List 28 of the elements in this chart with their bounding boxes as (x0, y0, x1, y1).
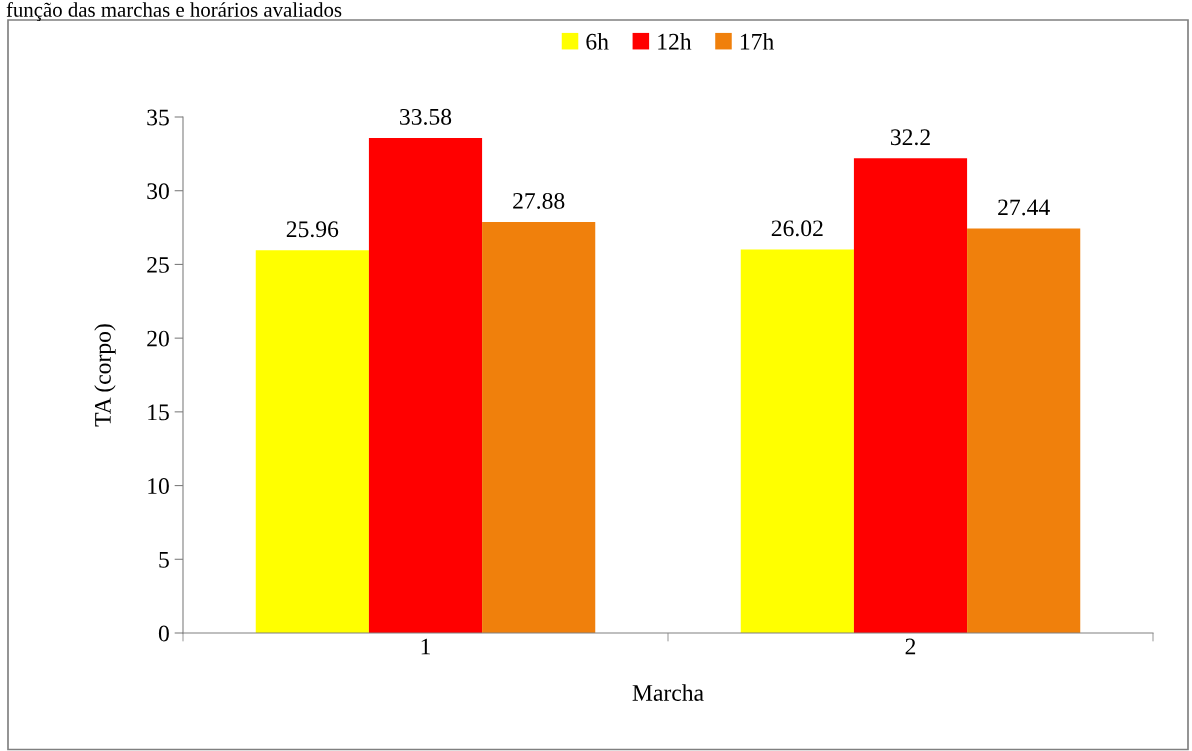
y-tick-label: 30 (147, 183, 169, 200)
data-label: 26.02 (771, 220, 823, 237)
y-tick-label: 5 (159, 552, 169, 568)
x-tick-label: 2 (905, 638, 916, 655)
data-label: 32.2 (890, 129, 930, 146)
bar (255, 250, 369, 633)
y-tick-label: 35 (147, 109, 169, 126)
y-tick-label: 20 (147, 330, 169, 347)
text: função das marchas e horários avaliados (6, 2, 342, 22)
data-label: 25.96 (286, 221, 339, 238)
y-tick-label: 25 (147, 256, 169, 273)
y-tick-label: 10 (148, 478, 169, 494)
data-label: 27.88 (513, 192, 565, 209)
legend-label: 17h (740, 33, 774, 50)
y-tick-label: 0 (158, 625, 169, 642)
bar (853, 158, 968, 633)
bar (368, 137, 483, 633)
bar (482, 221, 596, 633)
x-tick-label: 1 (421, 638, 430, 655)
legend-label: 12h (658, 33, 692, 50)
data-label: 33.58 (400, 108, 452, 125)
legend-label: 6h (586, 33, 609, 50)
y-tick-label: 15 (148, 404, 169, 421)
y-axis-title: TA (corpo) (94, 324, 116, 427)
bar (967, 228, 1081, 633)
bar (740, 249, 854, 633)
data-label: 27.44 (998, 199, 1050, 216)
x-axis-title: Marcha (632, 684, 704, 701)
